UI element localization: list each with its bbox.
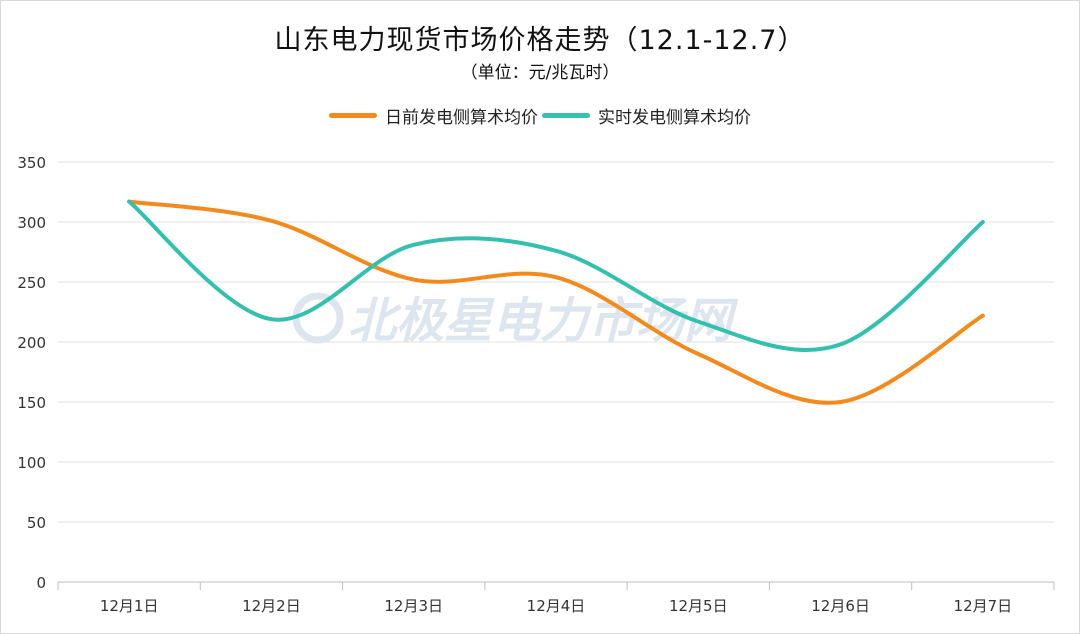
watermark-text: 北极星电力市场网 <box>348 293 739 349</box>
axis-layer: 0 50 100 150 200 250 300 350 12月1日 12月2日 12月3日 12月4… <box>17 154 1055 615</box>
y-tick-label: 200 <box>17 334 46 352</box>
x-tick-label: 12月7日 <box>954 597 1013 615</box>
y-tick-label: 0 <box>36 574 46 592</box>
series-layer <box>127 199 985 405</box>
y-tick-label: 150 <box>17 394 46 412</box>
grid-layer <box>58 161 1054 523</box>
x-tick-label: 12月5日 <box>669 597 728 615</box>
legend-swatch-day-ahead <box>329 113 377 118</box>
legend-label-real-time: 实时发电侧算术均价 <box>598 108 751 128</box>
x-tick-label: 12月1日 <box>100 597 159 615</box>
y-tick-label: 50 <box>27 514 46 532</box>
x-tick-label: 12月4日 <box>527 597 586 615</box>
x-tick-label: 12月3日 <box>384 597 443 615</box>
watermark-logo-icon <box>292 292 344 344</box>
x-tick-label: 12月6日 <box>811 597 870 615</box>
chart-title: 山东电力现货市场价格走势（12.1-12.7） <box>274 25 806 56</box>
chart-legend: 日前发电侧算术均价 实时发电侧算术均价 <box>0 103 1080 128</box>
chart-subtitle: （单位：元/兆瓦时） <box>460 63 620 83</box>
x-tick-label: 12月2日 <box>242 597 301 615</box>
y-tick-label: 300 <box>17 214 46 232</box>
y-tick-label: 350 <box>17 154 46 172</box>
legend-label-day-ahead: 日前发电侧算术均价 <box>385 108 538 128</box>
legend-swatch-real-time <box>542 113 590 118</box>
y-tick-label: 250 <box>17 274 46 292</box>
legend-item-real-time: 实时发电侧算术均价 <box>542 103 751 128</box>
legend-item-day-ahead: 日前发电侧算术均价 <box>329 103 538 128</box>
y-tick-label: 100 <box>17 454 46 472</box>
